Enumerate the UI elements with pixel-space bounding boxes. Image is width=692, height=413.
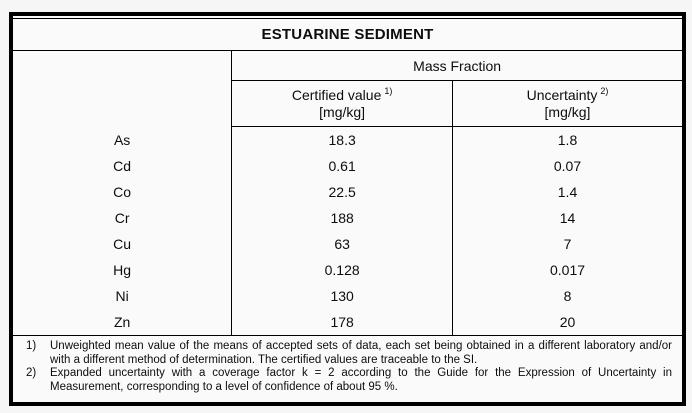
column-header-row: Certified value 1) [mg/kg] Uncertainty 2) … <box>13 80 682 127</box>
certified-value-header-label: Certified value <box>291 86 382 103</box>
table-row-as: As 18.3 1.8 <box>13 126 682 153</box>
element-cell: Cu <box>13 231 233 257</box>
footnote-1-marker: 1) <box>26 340 37 352</box>
title-row: ESTUARINE SEDIMENT <box>13 18 682 51</box>
footnote-2: 2) Expanded uncertainty with a coverage … <box>20 367 672 394</box>
uncertainty-cell: 1.8 <box>557 132 578 148</box>
uncertainty-header-label: Uncertainty <box>526 86 598 103</box>
footnote-row: 1) Unweighted mean value of the means of… <box>13 335 682 407</box>
table-row-cd: Cd 0.61 0.07 <box>13 153 682 179</box>
certified-value-header: Certified value 1) [mg/kg] <box>231 80 454 127</box>
element-cell: Cd <box>13 153 233 179</box>
certified-value-cell: 22.5 <box>231 179 454 205</box>
mass-fraction-header: Mass Fraction <box>231 50 682 81</box>
certified-value-cell: 188 <box>231 205 454 231</box>
footnote-ref-1: 1) <box>384 85 393 96</box>
certified-value-cell: 0.128 <box>231 257 454 283</box>
uncertainty-cell: 20 <box>559 314 576 330</box>
table-title: ESTUARINE SEDIMENT <box>13 18 682 51</box>
element-cell: Cr <box>13 205 233 231</box>
certified-value-cell: 63 <box>231 231 454 257</box>
table-row-cr: Cr 188 14 <box>13 205 682 231</box>
table-row-zn: Zn 178 20 <box>13 309 682 336</box>
table-row-cu: Cu 63 7 <box>13 231 682 257</box>
footnotes-section: 1) Unweighted mean value of the means of… <box>13 335 682 407</box>
footnote-1-text: Unweighted mean value of the means of ac… <box>50 340 672 366</box>
table-row-hg: Hg 0.128 0.017 <box>13 257 682 283</box>
footnote-1: 1) Unweighted mean value of the means of… <box>20 340 672 367</box>
uncertainty-cell: 1.4 <box>557 184 578 200</box>
certified-value-cell: 0.61 <box>231 153 454 179</box>
empty-corner-cell <box>13 50 233 127</box>
uncertainty-cell: 7 <box>563 236 572 252</box>
uncertainty-cell: 8 <box>563 288 572 304</box>
footnote-2-text: Expanded uncertainty with a coverage fac… <box>50 367 672 393</box>
element-cell: As <box>13 126 233 153</box>
uncertainty-cell: 0.017 <box>549 262 586 278</box>
uncertainty-header-unit: [mg/kg] <box>544 103 591 120</box>
element-cell: Hg <box>13 257 233 283</box>
group-header-row: Mass Fraction <box>13 50 682 127</box>
certified-value-cell: 130 <box>231 283 454 309</box>
element-cell: Co <box>13 179 233 205</box>
uncertainty-cell: 0.07 <box>553 158 582 174</box>
certified-value-cell: 18.3 <box>231 126 454 153</box>
certified-value-header-unit: [mg/kg] <box>319 103 366 120</box>
certified-values-table: ESTUARINE SEDIMENT Mass Fraction Certifi… <box>13 18 682 407</box>
uncertainty-header: Uncertainty 2) [mg/kg] <box>452 80 682 127</box>
certified-value-cell: 178 <box>231 309 454 336</box>
element-cell: Zn <box>13 309 233 336</box>
table-row-co: Co 22.5 1.4 <box>13 179 682 205</box>
element-cell: Ni <box>13 283 233 309</box>
certified-values-table-frame: ESTUARINE SEDIMENT Mass Fraction Certifi… <box>9 12 686 407</box>
uncertainty-cell: 14 <box>559 210 576 226</box>
footnote-2-marker: 2) <box>26 367 37 379</box>
footnote-ref-2: 2) <box>600 85 609 96</box>
table-row-ni: Ni 130 8 <box>13 283 682 309</box>
